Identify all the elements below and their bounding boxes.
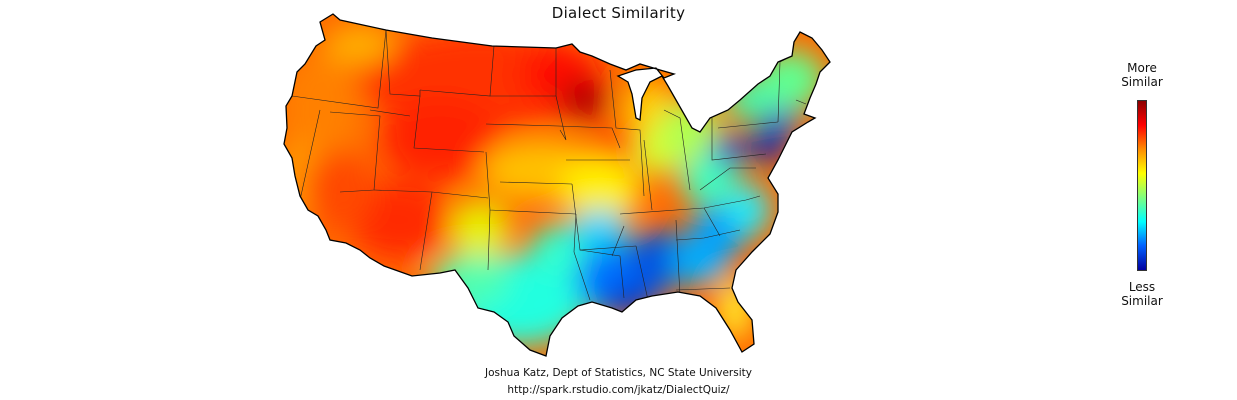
legend-less-line2: Similar bbox=[1121, 294, 1163, 308]
similarity-colorbar bbox=[1137, 100, 1147, 271]
source-url: http://spark.rstudio.com/jkatz/DialectQu… bbox=[507, 384, 730, 396]
legend-less-label: Less Similar bbox=[1102, 280, 1182, 308]
legend-more-line1: More bbox=[1127, 61, 1157, 75]
legend-more-line2: Similar bbox=[1121, 75, 1163, 89]
author-credit: Joshua Katz, Dept of Statistics, NC Stat… bbox=[485, 367, 752, 379]
legend-less-line1: Less bbox=[1128, 280, 1156, 294]
similarity-heatmap bbox=[284, 14, 830, 356]
legend-more-label: More Similar bbox=[1102, 61, 1182, 89]
map-title: Dialect Similarity bbox=[551, 4, 686, 22]
